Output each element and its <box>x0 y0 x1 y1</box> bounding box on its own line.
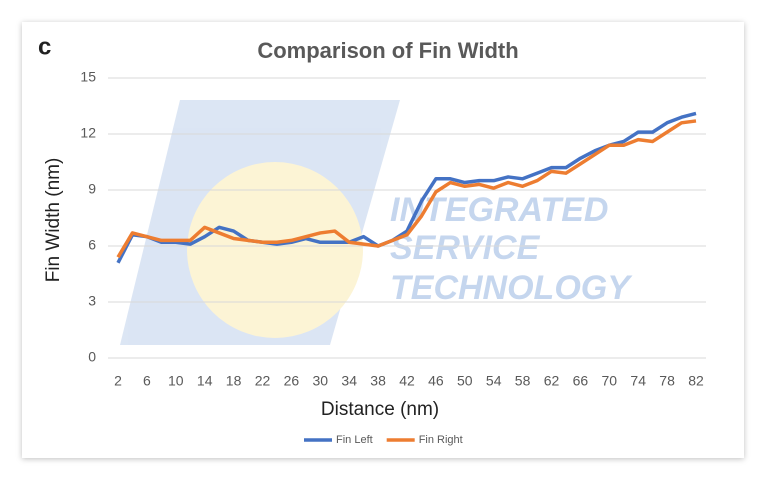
y-tick-label: 15 <box>80 69 96 85</box>
y-tick-label: 3 <box>88 293 96 309</box>
x-axis-label: Distance (nm) <box>321 399 439 420</box>
x-tick-label: 42 <box>399 373 415 389</box>
y-tick-label: 6 <box>88 237 96 253</box>
x-tick-label: 82 <box>688 373 704 389</box>
x-tick-label: 66 <box>573 373 589 389</box>
x-tick-label: 30 <box>313 373 329 389</box>
watermark-text: SERVICE <box>390 229 541 267</box>
x-tick-label: 62 <box>544 373 560 389</box>
panel-label: c <box>38 33 51 60</box>
x-tick-label: 58 <box>515 373 531 389</box>
x-tick-label: 74 <box>630 373 646 389</box>
watermark: INTEGRATED SERVICE TECHNOLOGY <box>390 191 633 307</box>
legend-label: Fin Right <box>419 434 463 446</box>
chart-title: Comparison of Fin Width <box>257 38 518 63</box>
y-tick-label: 9 <box>88 181 96 197</box>
watermark-text: TECHNOLOGY <box>390 269 633 307</box>
series-line <box>116 119 697 259</box>
x-tick-label: 34 <box>341 373 357 389</box>
x-tick-label: 2 <box>114 373 122 389</box>
y-tick-label: 0 <box>88 349 96 365</box>
x-tick-label: 54 <box>486 373 502 389</box>
x-tick-label: 14 <box>197 373 213 389</box>
card <box>22 22 744 458</box>
x-tick-label: 50 <box>457 373 473 389</box>
x-tick-label: 22 <box>255 373 271 389</box>
x-tick-label: 6 <box>143 373 151 389</box>
y-axis-label: Fin Width (nm) <box>43 158 64 283</box>
x-tick-label: 26 <box>284 373 300 389</box>
x-tick-label: 46 <box>428 373 444 389</box>
x-tick-label: 78 <box>659 373 675 389</box>
watermark-logo <box>120 100 400 345</box>
x-tick-label: 70 <box>602 373 618 389</box>
y-tick-label: 12 <box>80 125 96 141</box>
legend-label: Fin Left <box>336 434 373 446</box>
x-tick-label: 10 <box>168 373 184 389</box>
x-tick-label: 18 <box>226 373 242 389</box>
x-tick-label: 38 <box>370 373 386 389</box>
